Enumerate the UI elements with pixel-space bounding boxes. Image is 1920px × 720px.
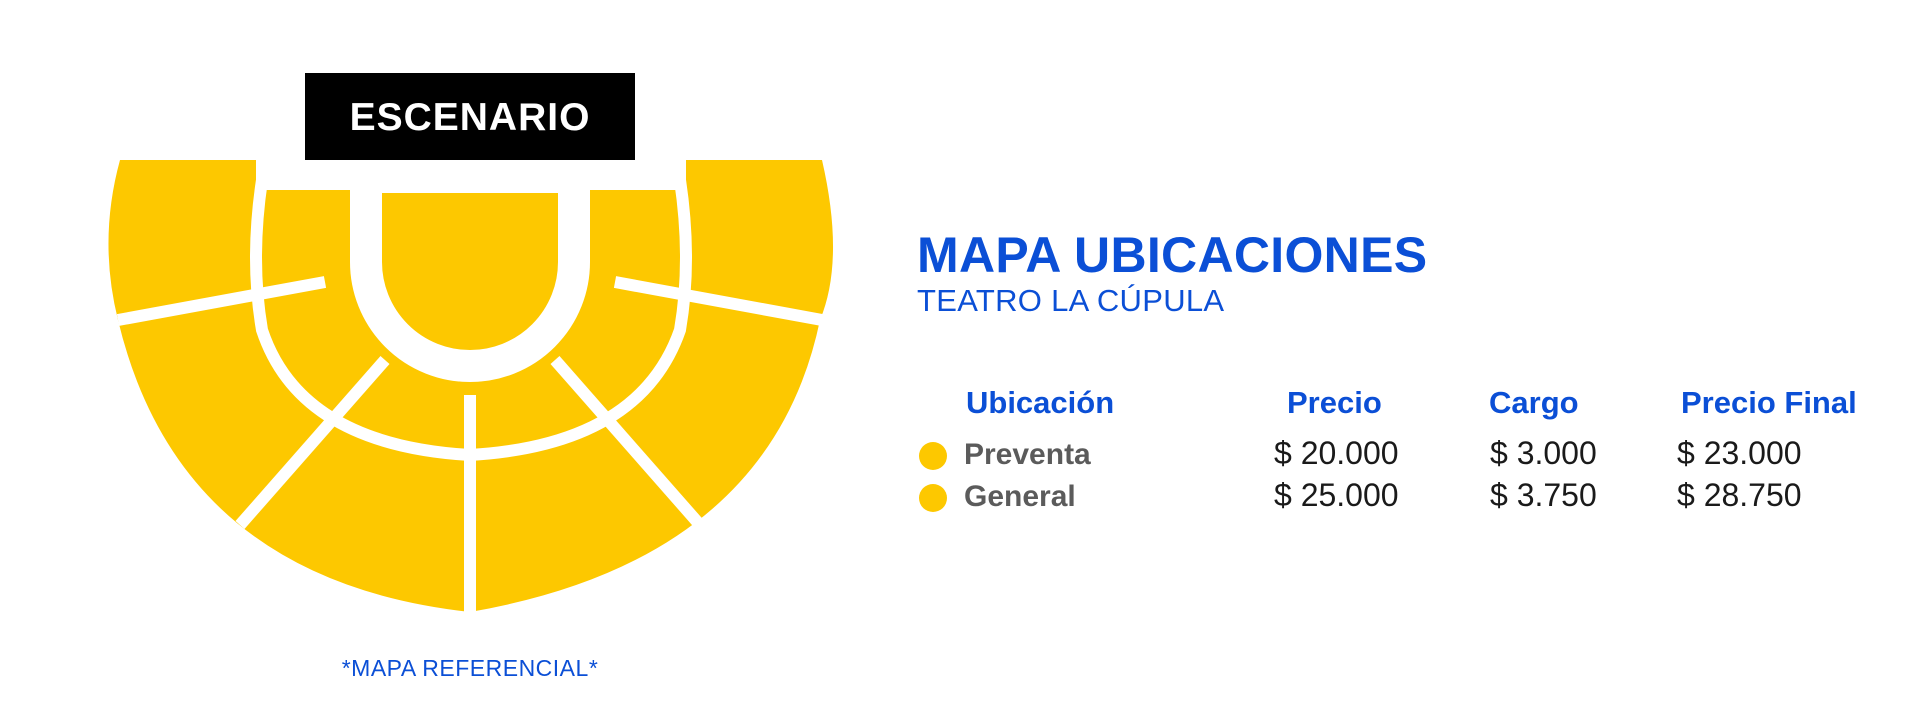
price-value: $ 20.000 [1274, 435, 1399, 471]
location-name: General [964, 480, 1076, 513]
price-value: $ 25.000 [1274, 477, 1399, 513]
stage [305, 73, 635, 160]
venue-name: TEATRO LA CÚPULA [917, 283, 1225, 318]
location-name: Preventa [964, 438, 1091, 471]
column-header-fee: Cargo [1489, 385, 1579, 420]
seat-color-dot [919, 442, 947, 470]
seating-section-center[interactable] [366, 190, 574, 366]
seat-map: ESCENARIO [108, 73, 834, 615]
fee-value: $ 3.000 [1490, 435, 1597, 471]
fee-value: $ 3.750 [1490, 477, 1597, 513]
seat-color-dot [919, 484, 947, 512]
page-title: MAPA UBICACIONES [917, 227, 1428, 283]
column-header-price: Precio [1287, 385, 1382, 420]
map-disclaimer: *MAPA REFERENCIAL* [341, 655, 599, 681]
column-header-location: Ubicación [966, 385, 1115, 420]
final-price-value: $ 28.750 [1677, 477, 1802, 513]
stage-label: ESCENARIO [350, 96, 591, 139]
seating-area[interactable] [108, 160, 834, 612]
column-header-final-price: Precio Final [1681, 385, 1857, 420]
final-price-value: $ 23.000 [1677, 435, 1802, 471]
stage-gap [262, 155, 680, 190]
